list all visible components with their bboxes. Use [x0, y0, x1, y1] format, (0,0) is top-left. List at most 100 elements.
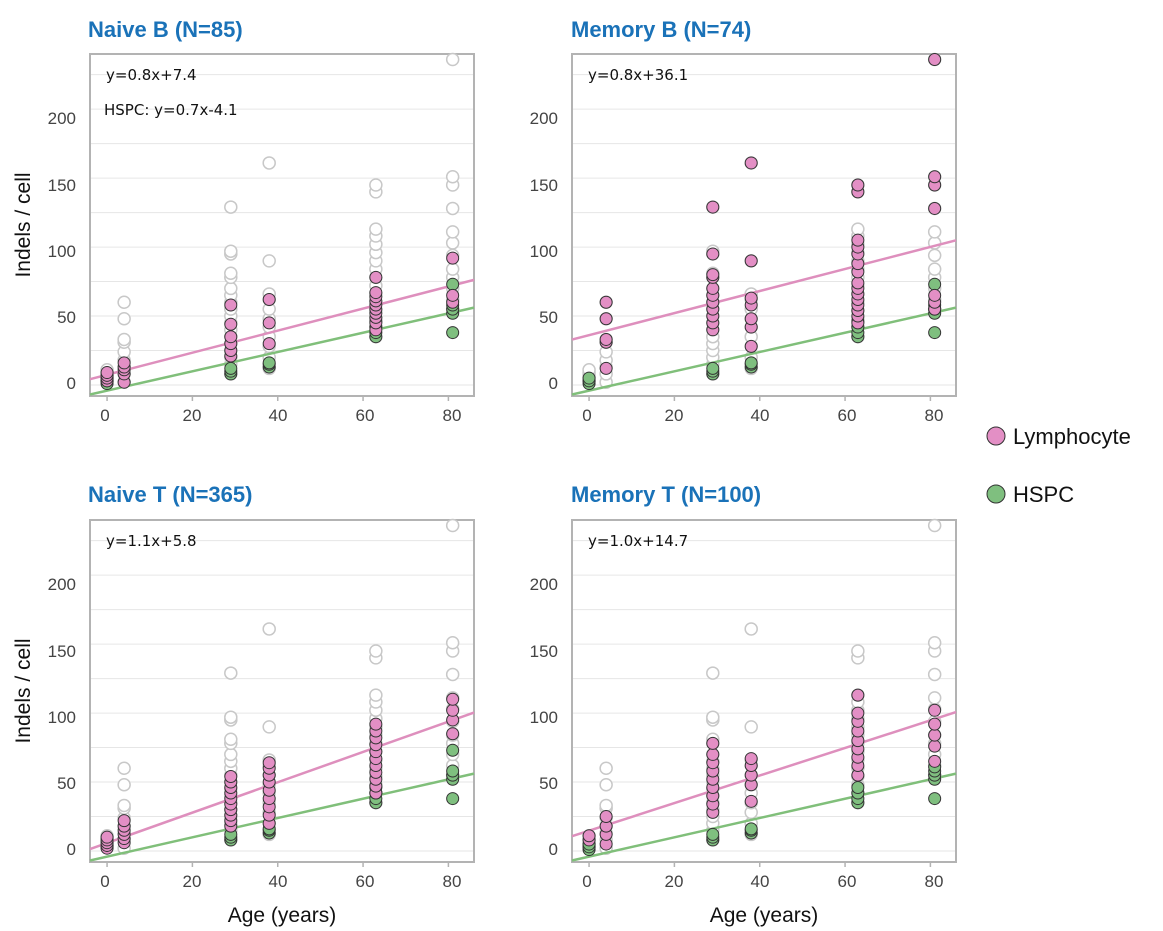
x-tick-label: 40 — [751, 872, 770, 891]
y-tick-label: 150 — [530, 176, 558, 195]
x-tick-label: 40 — [269, 406, 288, 425]
hspc-point — [446, 792, 460, 806]
background-point — [224, 281, 238, 296]
background-point — [927, 635, 942, 650]
lymphocyte-point — [928, 170, 942, 184]
x-tick-label: 0 — [100, 406, 109, 425]
legend: Lymphocyte HSPC — [986, 424, 1131, 507]
fit-equation: y=0.8x+7.4 — [106, 66, 197, 84]
background-point — [445, 201, 460, 216]
background-point — [445, 262, 460, 276]
lymphocyte-point — [224, 298, 238, 312]
plot-area: 0 50 100 150 200 0 20 40 60 80 y=0.8x+7.… — [48, 52, 475, 425]
y-axis-label: Indels / cell — [12, 638, 35, 743]
y-tick-label: 200 — [48, 109, 76, 128]
y-tick-label: 0 — [549, 374, 558, 393]
lymphocyte-point — [262, 337, 276, 351]
lymphocyte-point — [744, 312, 758, 326]
x-tick-label: 20 — [183, 872, 202, 891]
background-point — [445, 518, 460, 533]
legend-marker-hspc — [986, 484, 1006, 504]
plot-layer — [571, 518, 957, 867]
background-point — [706, 666, 720, 680]
background-point — [224, 732, 238, 747]
x-tick-labels: 0 20 40 60 80 — [100, 872, 461, 891]
background-point — [927, 518, 942, 533]
hspc-point — [224, 361, 238, 375]
hspc-fit-line — [571, 306, 957, 396]
y-tick-labels: 0 50 100 150 200 — [48, 109, 76, 393]
x-tick-label: 0 — [582, 406, 591, 425]
background-point — [927, 225, 942, 239]
background-point — [117, 798, 131, 813]
x-tick-labels: 0 20 40 60 80 — [582, 406, 943, 425]
fit-equation: y=1.1x+5.8 — [106, 532, 197, 550]
plot-frame — [571, 53, 957, 397]
plot-frame — [571, 519, 957, 863]
x-axis-label: Age (years) — [710, 904, 819, 927]
lymphocyte-point — [851, 178, 865, 192]
background-point — [262, 622, 276, 636]
plot-frame — [89, 53, 475, 397]
lymphocyte-point — [369, 270, 383, 284]
hspc-point — [446, 743, 460, 757]
lymphocyte-point — [446, 692, 460, 706]
x-tick-label: 60 — [356, 406, 375, 425]
lymphocyte-point — [744, 254, 758, 268]
hspc-point — [582, 371, 596, 385]
plot-layer — [89, 52, 475, 401]
background-point — [927, 248, 942, 263]
background-point — [224, 200, 238, 214]
x-tick-label: 80 — [443, 406, 462, 425]
lymphocyte-fit-line — [89, 711, 475, 851]
lymphocyte-point — [744, 339, 758, 353]
y-tick-label: 50 — [57, 774, 76, 793]
lymphocyte-point — [117, 814, 131, 828]
lymphocyte-point — [369, 717, 383, 731]
background-point — [117, 778, 131, 792]
background-point — [927, 691, 942, 705]
background-point — [369, 178, 383, 192]
y-tick-label: 150 — [48, 642, 76, 661]
lymphocyte-point — [928, 53, 942, 67]
lymphocyte-point — [224, 330, 238, 344]
legend-label-lymphocyte: Lymphocyte — [1013, 424, 1131, 449]
plot-area: 0 50 100 150 200 0 20 40 60 80 y=0.8x+36… — [530, 52, 957, 425]
lymphocyte-point — [928, 739, 942, 753]
background-point — [224, 710, 238, 724]
hspc-point — [446, 277, 460, 291]
y-tick-label: 0 — [549, 840, 558, 859]
y-tick-label: 0 — [67, 840, 76, 859]
y-tick-label: 50 — [539, 308, 558, 327]
panel-title: Naive B (N=85) — [88, 17, 243, 42]
y-tick-label: 150 — [530, 642, 558, 661]
background-point — [445, 225, 460, 239]
y-tick-label: 200 — [48, 575, 76, 594]
legend-label-hspc: HSPC — [1013, 482, 1074, 507]
x-tick-label: 80 — [443, 872, 462, 891]
x-tick-label: 40 — [751, 406, 770, 425]
panel-title: Memory B (N=74) — [571, 17, 751, 42]
background-point — [117, 332, 131, 347]
hspc-point — [446, 764, 460, 778]
lymphocyte-point — [262, 316, 276, 330]
lymphocyte-point — [446, 251, 460, 265]
lymphocyte-point — [851, 688, 865, 702]
lymphocyte-point — [100, 830, 114, 844]
background-point — [117, 761, 131, 775]
background-point — [262, 720, 276, 734]
legend-marker-lymphocyte — [986, 426, 1006, 446]
y-tick-label: 50 — [539, 774, 558, 793]
lymphocyte-point — [224, 317, 238, 331]
y-tick-label: 150 — [48, 176, 76, 195]
lymphocyte-point — [262, 756, 276, 770]
hspc-fit-line — [571, 772, 957, 862]
panel-title: Naive T (N=365) — [88, 482, 252, 507]
lymphocyte-point — [117, 356, 131, 370]
lymphocyte-point — [446, 703, 460, 717]
lymphocyte-point — [744, 156, 758, 170]
lymphocyte-point — [599, 295, 613, 309]
lymphocyte-point — [706, 247, 720, 261]
lymphocyte-point — [599, 312, 613, 326]
